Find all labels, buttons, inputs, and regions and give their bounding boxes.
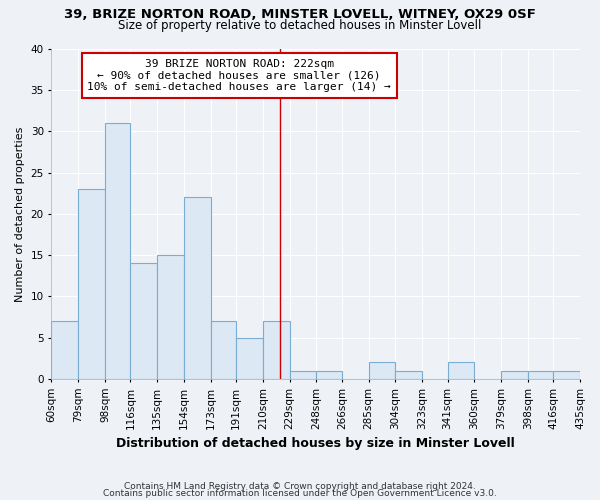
Text: 39 BRIZE NORTON ROAD: 222sqm
← 90% of detached houses are smaller (126)
10% of s: 39 BRIZE NORTON ROAD: 222sqm ← 90% of de… <box>87 59 391 92</box>
Text: Size of property relative to detached houses in Minster Lovell: Size of property relative to detached ho… <box>118 19 482 32</box>
Bar <box>236 338 263 379</box>
Text: Contains public sector information licensed under the Open Government Licence v3: Contains public sector information licen… <box>103 488 497 498</box>
Bar <box>528 370 553 379</box>
Bar <box>52 321 78 379</box>
Bar <box>157 255 184 379</box>
Text: Contains HM Land Registry data © Crown copyright and database right 2024.: Contains HM Land Registry data © Crown c… <box>124 482 476 491</box>
Text: 39, BRIZE NORTON ROAD, MINSTER LOVELL, WITNEY, OX29 0SF: 39, BRIZE NORTON ROAD, MINSTER LOVELL, W… <box>64 8 536 20</box>
Bar <box>368 362 395 379</box>
Bar <box>211 321 236 379</box>
Bar <box>263 321 290 379</box>
X-axis label: Distribution of detached houses by size in Minster Lovell: Distribution of detached houses by size … <box>116 437 515 450</box>
Y-axis label: Number of detached properties: Number of detached properties <box>15 126 25 302</box>
Bar <box>290 370 316 379</box>
Bar <box>184 198 211 379</box>
Bar <box>316 370 342 379</box>
Bar <box>501 370 528 379</box>
Bar <box>395 370 422 379</box>
Bar <box>553 370 580 379</box>
Bar <box>78 189 105 379</box>
Bar <box>130 264 157 379</box>
Bar <box>105 123 130 379</box>
Bar <box>448 362 474 379</box>
